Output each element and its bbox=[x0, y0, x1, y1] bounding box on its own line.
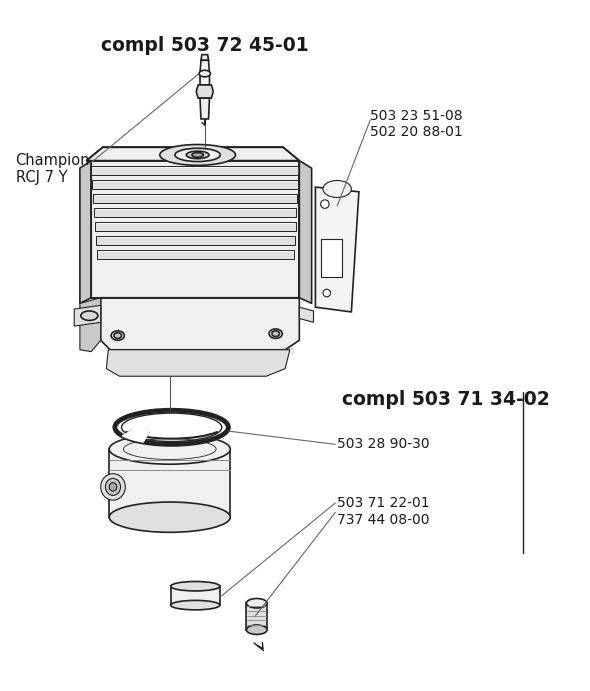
Ellipse shape bbox=[171, 582, 220, 591]
Ellipse shape bbox=[81, 311, 98, 321]
Polygon shape bbox=[91, 160, 299, 298]
Text: 503 28 90-30: 503 28 90-30 bbox=[337, 437, 430, 451]
Polygon shape bbox=[200, 98, 209, 119]
Polygon shape bbox=[171, 586, 220, 605]
Ellipse shape bbox=[109, 434, 230, 464]
Ellipse shape bbox=[106, 478, 120, 495]
Text: compl 503 72 45-01: compl 503 72 45-01 bbox=[101, 36, 309, 55]
Polygon shape bbox=[97, 250, 294, 259]
Ellipse shape bbox=[160, 144, 235, 165]
Polygon shape bbox=[101, 298, 299, 350]
Ellipse shape bbox=[111, 331, 124, 340]
Ellipse shape bbox=[109, 482, 117, 491]
Ellipse shape bbox=[186, 151, 209, 159]
Ellipse shape bbox=[320, 200, 329, 209]
Polygon shape bbox=[95, 223, 296, 231]
Text: Champion
RCJ 7 Y: Champion RCJ 7 Y bbox=[15, 153, 90, 185]
Polygon shape bbox=[247, 603, 267, 630]
Ellipse shape bbox=[247, 598, 267, 608]
Polygon shape bbox=[87, 147, 299, 160]
Polygon shape bbox=[109, 449, 230, 517]
Text: 503 71 22-01
737 44 08-00: 503 71 22-01 737 44 08-00 bbox=[337, 496, 430, 527]
Polygon shape bbox=[196, 85, 213, 98]
Ellipse shape bbox=[247, 625, 267, 634]
Polygon shape bbox=[201, 55, 208, 60]
Ellipse shape bbox=[175, 149, 220, 162]
Polygon shape bbox=[106, 350, 290, 376]
Polygon shape bbox=[321, 239, 342, 277]
Polygon shape bbox=[96, 236, 294, 245]
Ellipse shape bbox=[272, 331, 280, 337]
Polygon shape bbox=[200, 60, 209, 85]
Ellipse shape bbox=[199, 70, 211, 77]
Text: eReplacementParts.com: eReplacementParts.com bbox=[143, 345, 295, 358]
Polygon shape bbox=[91, 167, 299, 175]
Ellipse shape bbox=[114, 333, 122, 339]
Text: compl 503 71 34-02: compl 503 71 34-02 bbox=[342, 390, 550, 410]
Ellipse shape bbox=[269, 329, 282, 339]
Polygon shape bbox=[299, 160, 312, 303]
Polygon shape bbox=[92, 180, 299, 189]
Polygon shape bbox=[299, 307, 313, 322]
Polygon shape bbox=[94, 209, 297, 217]
Polygon shape bbox=[316, 187, 359, 312]
Ellipse shape bbox=[109, 502, 230, 532]
Polygon shape bbox=[80, 160, 91, 303]
Ellipse shape bbox=[171, 600, 220, 610]
Ellipse shape bbox=[115, 410, 228, 444]
Text: 503 23 51-08
502 20 88-01: 503 23 51-08 502 20 88-01 bbox=[371, 108, 463, 139]
Ellipse shape bbox=[101, 473, 125, 500]
Polygon shape bbox=[123, 430, 149, 442]
Polygon shape bbox=[80, 298, 101, 352]
Ellipse shape bbox=[323, 290, 330, 297]
Ellipse shape bbox=[323, 180, 352, 198]
Ellipse shape bbox=[192, 153, 204, 158]
Polygon shape bbox=[93, 194, 297, 203]
Polygon shape bbox=[74, 305, 101, 326]
